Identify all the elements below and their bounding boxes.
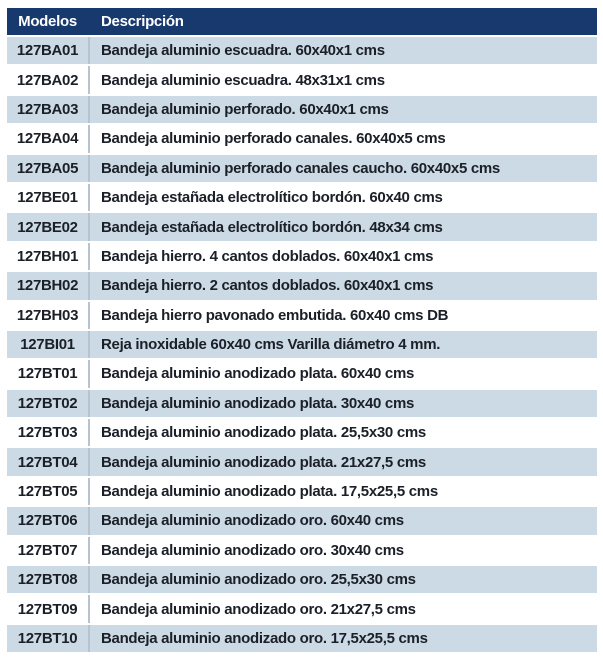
column-divider [88, 95, 90, 124]
model-code: 127BH03 [7, 301, 88, 329]
column-divider [88, 183, 90, 212]
model-code: 127BT05 [7, 477, 88, 506]
model-code: 127BT02 [7, 389, 88, 418]
column-divider [88, 66, 90, 94]
column-divider [88, 507, 90, 535]
column-divider [88, 154, 90, 182]
model-code: 127BT06 [7, 507, 88, 535]
column-divider [88, 125, 90, 153]
column-divider [88, 213, 90, 241]
table-body: 127BA01 Bandeja aluminio escuadra. 60x40… [7, 37, 597, 653]
table-row: 127BT09 Bandeja aluminio anodizado oro. … [7, 595, 597, 623]
model-code: 127BH01 [7, 242, 88, 271]
model-code: 127BE01 [7, 183, 88, 212]
product-description: Reja inoxidable 60x40 cms Varilla diámet… [90, 330, 597, 359]
column-header-modelos: Modelos [18, 13, 77, 30]
column-divider [88, 477, 90, 506]
model-code: 127BA03 [7, 95, 88, 124]
column-divider [88, 37, 90, 65]
column-divider [88, 448, 90, 476]
product-description: Bandeja aluminio anodizado oro. 17,5x25,… [90, 624, 597, 653]
product-description: Bandeja aluminio escuadra. 48x31x1 cms [90, 66, 597, 94]
column-divider [88, 389, 90, 418]
column-divider [88, 624, 90, 653]
product-description: Bandeja estañada electrolítico bordón. 6… [90, 183, 597, 212]
model-code: 127BT04 [7, 448, 88, 476]
product-description: Bandeja aluminio perforado. 60x40x1 cms [90, 95, 597, 124]
table-row: 127BI01 Reja inoxidable 60x40 cms Varill… [7, 330, 597, 359]
product-description: Bandeja aluminio anodizado plata. 21x27,… [90, 448, 597, 476]
model-code: 127BT01 [7, 360, 88, 388]
table-row: 127BT10 Bandeja aluminio anodizado oro. … [7, 624, 597, 653]
product-description: Bandeja aluminio anodizado plata. 60x40 … [90, 360, 597, 388]
product-description: Bandeja aluminio anodizado oro. 30x40 cm… [90, 536, 597, 565]
product-description: Bandeja aluminio anodizado oro. 25,5x30 … [90, 566, 597, 594]
product-description: Bandeja hierro. 4 cantos doblados. 60x40… [90, 242, 597, 271]
product-description: Bandeja aluminio escuadra. 60x40x1 cms [90, 37, 597, 65]
model-code: 127BT10 [7, 624, 88, 653]
table-row: 127BT02 Bandeja aluminio anodizado plata… [7, 389, 597, 418]
product-description: Bandeja aluminio perforado canales cauch… [90, 154, 597, 182]
model-code: 127BT03 [7, 419, 88, 447]
model-code: 127BE02 [7, 213, 88, 241]
product-description: Bandeja estañada electrolítico bordón. 4… [90, 213, 597, 241]
product-description: Bandeja hierro. 2 cantos doblados. 60x40… [90, 272, 597, 300]
table-row: 127BH03 Bandeja hierro pavonado embutida… [7, 301, 597, 329]
table-row: 127BT06 Bandeja aluminio anodizado oro. … [7, 507, 597, 535]
column-header-descripcion: Descripción [101, 13, 184, 30]
column-divider [88, 242, 90, 271]
product-description: Bandeja aluminio anodizado oro. 21x27,5 … [90, 595, 597, 623]
table-row: 127BH02 Bandeja hierro. 2 cantos doblado… [7, 272, 597, 300]
table-row: 127BA04 Bandeja aluminio perforado canal… [7, 125, 597, 153]
table-row: 127BE02 Bandeja estañada electrolítico b… [7, 213, 597, 241]
table-row: 127BT03 Bandeja aluminio anodizado plata… [7, 419, 597, 447]
table-row: 127BH01 Bandeja hierro. 4 cantos doblado… [7, 242, 597, 271]
column-divider [88, 360, 90, 388]
product-description: Bandeja aluminio anodizado oro. 60x40 cm… [90, 507, 597, 535]
column-divider [88, 419, 90, 447]
model-code: 127BT08 [7, 566, 88, 594]
model-code: 127BA02 [7, 66, 88, 94]
column-divider [88, 595, 90, 623]
product-description: Bandeja aluminio anodizado plata. 17,5x2… [90, 477, 597, 506]
product-description: Bandeja aluminio anodizado plata. 25,5x3… [90, 419, 597, 447]
table-row: 127BA02 Bandeja aluminio escuadra. 48x31… [7, 66, 597, 94]
model-code: 127BT09 [7, 595, 88, 623]
table-row: 127BE01 Bandeja estañada electrolítico b… [7, 183, 597, 212]
table-row: 127BT08 Bandeja aluminio anodizado oro. … [7, 566, 597, 594]
table-row: 127BA03 Bandeja aluminio perforado. 60x4… [7, 95, 597, 124]
column-divider [88, 301, 90, 329]
table-row: 127BT01 Bandeja aluminio anodizado plata… [7, 360, 597, 388]
product-description: Bandeja aluminio anodizado plata. 30x40 … [90, 389, 597, 418]
model-code: 127BH02 [7, 272, 88, 300]
model-code: 127BA05 [7, 154, 88, 182]
table-row: 127BT05 Bandeja aluminio anodizado plata… [7, 477, 597, 506]
table-row: 127BT04 Bandeja aluminio anodizado plata… [7, 448, 597, 476]
model-code: 127BT07 [7, 536, 88, 565]
product-description: Bandeja hierro pavonado embutida. 60x40 … [90, 301, 597, 329]
column-divider [88, 566, 90, 594]
column-divider [88, 330, 90, 359]
product-description: Bandeja aluminio perforado canales. 60x4… [90, 125, 597, 153]
model-code: 127BA04 [7, 125, 88, 153]
column-divider [88, 272, 90, 300]
table-header-row: Modelos Descripción [7, 8, 597, 35]
model-code: 127BA01 [7, 37, 88, 65]
table-row: 127BA01 Bandeja aluminio escuadra. 60x40… [7, 37, 597, 65]
table-row: 127BA05 Bandeja aluminio perforado canal… [7, 154, 597, 182]
table-row: 127BT07 Bandeja aluminio anodizado oro. … [7, 536, 597, 565]
column-divider [88, 536, 90, 565]
model-code: 127BI01 [7, 330, 88, 359]
product-table: Modelos Descripción 127BA01 Bandeja alum… [7, 8, 597, 653]
